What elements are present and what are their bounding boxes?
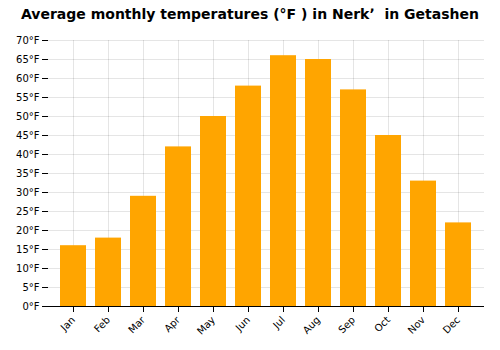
svg-text:20°F: 20°F xyxy=(16,225,40,236)
svg-text:30°F: 30°F xyxy=(16,187,40,198)
svg-text:70°F: 70°F xyxy=(16,35,40,46)
svg-text:Sep: Sep xyxy=(336,314,357,335)
svg-text:60°F: 60°F xyxy=(16,73,40,84)
svg-text:35°F: 35°F xyxy=(16,168,40,179)
svg-text:May: May xyxy=(195,314,217,336)
svg-text:Mar: Mar xyxy=(126,314,148,336)
svg-text:55°F: 55°F xyxy=(16,92,40,103)
svg-text:5°F: 5°F xyxy=(22,282,39,293)
svg-text:Aug: Aug xyxy=(301,314,323,336)
svg-text:25°F: 25°F xyxy=(16,206,40,217)
svg-text:45°F: 45°F xyxy=(16,130,40,141)
svg-text:10°F: 10°F xyxy=(16,263,40,274)
svg-text:Jun: Jun xyxy=(233,314,253,334)
svg-text:Dec: Dec xyxy=(441,314,462,335)
svg-text:Oct: Oct xyxy=(372,314,392,334)
svg-text:50°F: 50°F xyxy=(16,111,40,122)
svg-text:Jul: Jul xyxy=(270,314,287,331)
svg-text:40°F: 40°F xyxy=(16,149,40,160)
svg-text:0°F: 0°F xyxy=(22,301,39,312)
svg-text:Feb: Feb xyxy=(92,314,112,334)
svg-text:Jan: Jan xyxy=(58,314,77,333)
svg-text:15°F: 15°F xyxy=(16,244,40,255)
html-text:Average monthly temperatures (: Average monthly temperatures (°F ) in Ne… xyxy=(21,6,479,22)
svg-text:Nov: Nov xyxy=(406,314,428,336)
svg-text:65°F: 65°F xyxy=(16,54,40,65)
svg-text:Apr: Apr xyxy=(162,314,183,335)
